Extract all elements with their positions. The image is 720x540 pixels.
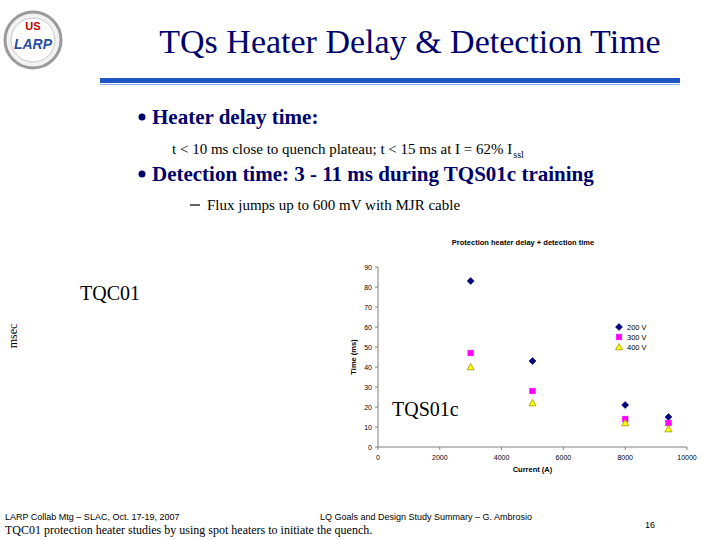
title: TQs Heater Delay & Detection Time [159,23,660,60]
footer-center: LQ Goals and Design Study Summary – G. A… [320,512,532,522]
y-tick-label: 30 [364,384,372,391]
y-tick [375,287,378,288]
data-point [622,402,629,409]
title-rule-shadow [100,84,680,85]
y-tick-label: 50 [364,344,372,351]
x-tick [378,447,379,450]
y-tick-label: 40 [364,364,372,371]
x-tick-label: 10000 [677,454,697,461]
legend-marker [616,324,623,331]
y-tick-label: 90 [364,264,372,271]
data-point [529,400,536,406]
data-point [665,414,672,421]
label-tqs01c: TQS01c [392,398,459,420]
data-point [665,426,672,432]
bullet-dot [139,114,146,121]
legend-marker [616,334,622,340]
y-tick [375,387,378,388]
y-tick-label: 70 [364,304,372,311]
data-point [468,350,474,356]
footer-left: LARP Collab Mtg – SLAC, Oct. 17-19, 2007 [5,512,179,522]
sub-dash [190,204,200,205]
x-tick-label: 2000 [432,454,448,461]
x-tick [687,447,688,450]
x-tick-label: 4000 [494,454,510,461]
label-msec: msec [6,324,20,349]
sub-text: t < 10 ms close to quench plateau; t < 1… [172,141,512,157]
y-tick-label: 10 [364,424,372,431]
logo-larp: LARP [14,36,53,52]
data-point [529,358,536,365]
title-rule [100,78,680,83]
y-tick [375,347,378,348]
y-tick [375,367,378,368]
x-axis-title: Current (A) [513,465,553,474]
y-axis [378,267,379,447]
y-tick-label: 60 [364,324,372,331]
x-axis [378,447,687,448]
chart-title: Protection heater delay + detection time [452,238,594,247]
legend: 200 V300 V400 V [616,323,647,352]
slide: US LARP TQs Heater Delay & Detection Time H… [0,0,720,540]
y-tick-label: 80 [364,284,372,291]
bullet-text: Heater delay time: [152,105,318,129]
y-tick [375,427,378,428]
x-tick-label: 0 [376,454,380,461]
y-tick [375,267,378,268]
data-point [622,420,629,426]
legend-label: 400 V [627,343,647,352]
footer-caption: TQC01 protection heater studies by using… [5,523,372,537]
x-tick [625,447,626,450]
x-tick [439,447,440,450]
x-tick [563,447,564,450]
data-point [467,364,474,370]
chart: Protection heater delay + detection time… [349,238,697,474]
page-number: 16 [645,520,655,530]
y-tick [375,327,378,328]
legend-marker [616,344,623,350]
sub-subscript: ssl [513,149,524,160]
bullet-text: Detection time: 3 - 11 ms during TQS01c … [152,162,594,186]
plot-area [467,278,672,432]
label-tqc01: TQC01 [80,282,140,304]
x-tick-label: 6000 [556,454,572,461]
sub-text: Flux jumps up to 600 mV with MJR cable [207,197,460,213]
data-point [467,278,474,285]
logo-us: US [25,20,40,32]
logo-inner [11,18,55,62]
x-tick-label: 8000 [617,454,633,461]
bullet-dot [139,171,146,178]
legend-label: 200 V [627,323,647,332]
logo: US LARP [5,12,61,68]
y-tick-label: 20 [364,404,372,411]
y-tick-label: 0 [368,444,372,451]
logo-ring [5,12,61,68]
background [0,0,720,540]
x-tick [501,447,502,450]
legend-label: 300 V [627,333,647,342]
y-axis-title: Time (ms) [349,339,358,375]
y-tick [375,407,378,408]
y-tick [375,307,378,308]
data-point [530,388,536,394]
